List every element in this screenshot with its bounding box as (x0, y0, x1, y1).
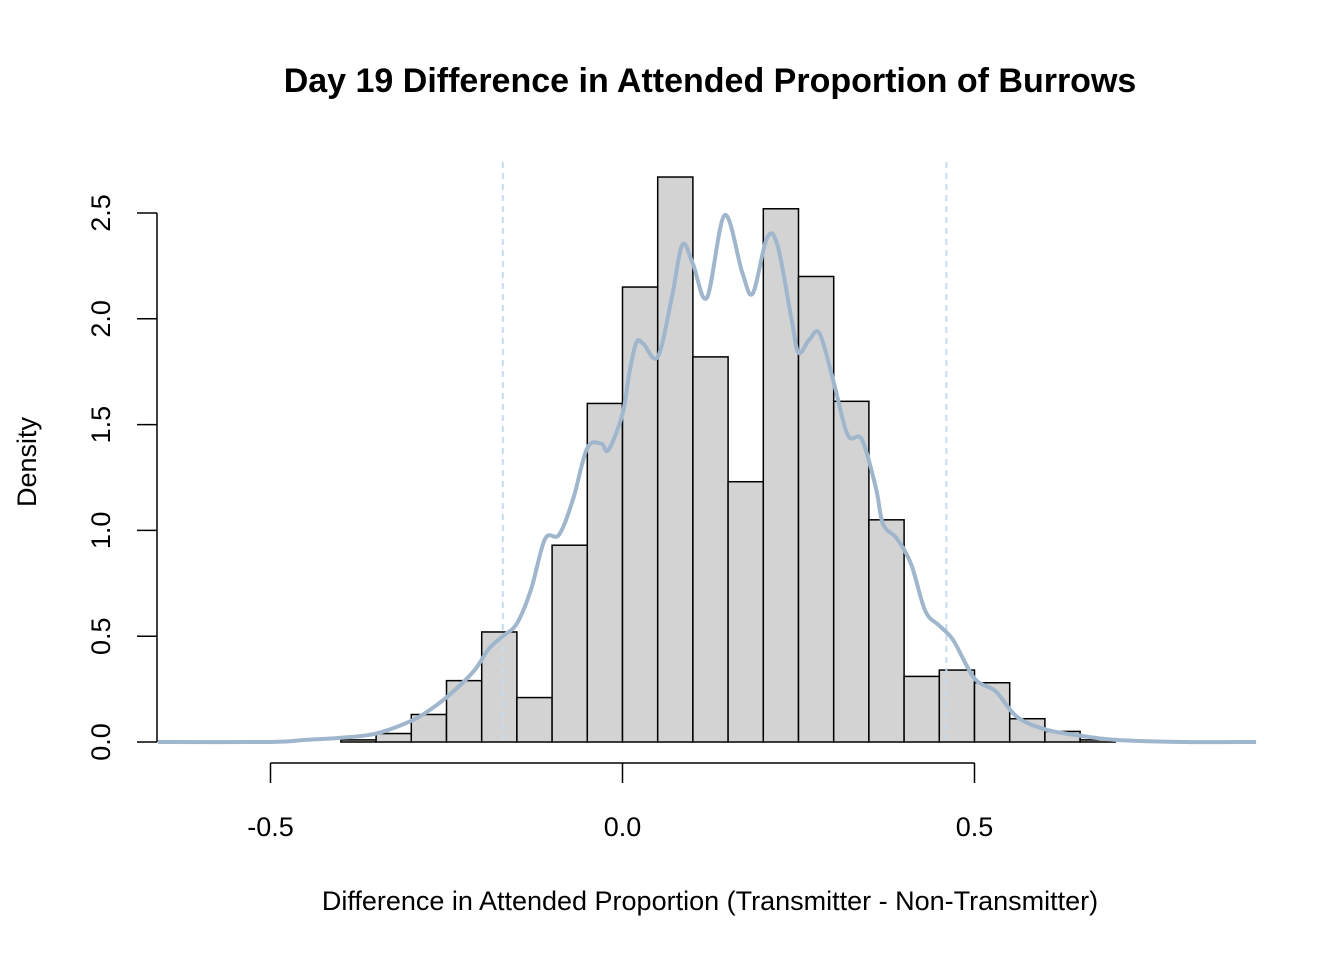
x-axis-label: Difference in Attended Proportion (Trans… (322, 886, 1098, 916)
x-tick-label: 0.5 (956, 812, 994, 842)
histogram-bar (375, 732, 413, 743)
histogram-bar (832, 400, 870, 743)
histogram-bar (586, 402, 624, 743)
y-axis: 0.0 0.5 1.0 1.5 2.0 2.5 (86, 194, 158, 761)
y-tick-label: 0.0 (86, 723, 116, 761)
histogram-bar (868, 519, 905, 743)
bars-group (340, 176, 1117, 743)
histogram-bar (516, 696, 553, 743)
density-group (157, 213, 1257, 745)
chart-title: Day 19 Difference in Attended Proportion… (284, 62, 1137, 100)
histogram-bar (762, 208, 800, 743)
x-axis: -0.5 0.0 0.5 (247, 762, 994, 842)
y-tick-label: 0.5 (86, 617, 116, 655)
histogram-bar (656, 176, 694, 743)
histogram-bar (692, 356, 729, 743)
histogram-bar (340, 739, 377, 743)
histogram-bar (445, 679, 483, 743)
histogram-bar (551, 544, 589, 743)
y-axis-label: Density (12, 416, 42, 507)
y-tick-label: 2.5 (86, 194, 116, 232)
y-tick-label: 1.0 (86, 512, 116, 550)
ci-lines-group (501, 162, 948, 742)
histogram-bar (621, 286, 659, 743)
x-tick-label: -0.5 (247, 812, 294, 842)
histogram-bar (727, 480, 765, 743)
histogram-bar (973, 682, 1011, 743)
y-tick-label: 1.5 (86, 406, 116, 444)
histogram-bar (903, 675, 941, 743)
histogram-bar (938, 669, 976, 743)
x-tick-label: 0.0 (604, 812, 642, 842)
density-curve (157, 213, 1257, 745)
y-tick-label: 2.0 (86, 300, 116, 338)
